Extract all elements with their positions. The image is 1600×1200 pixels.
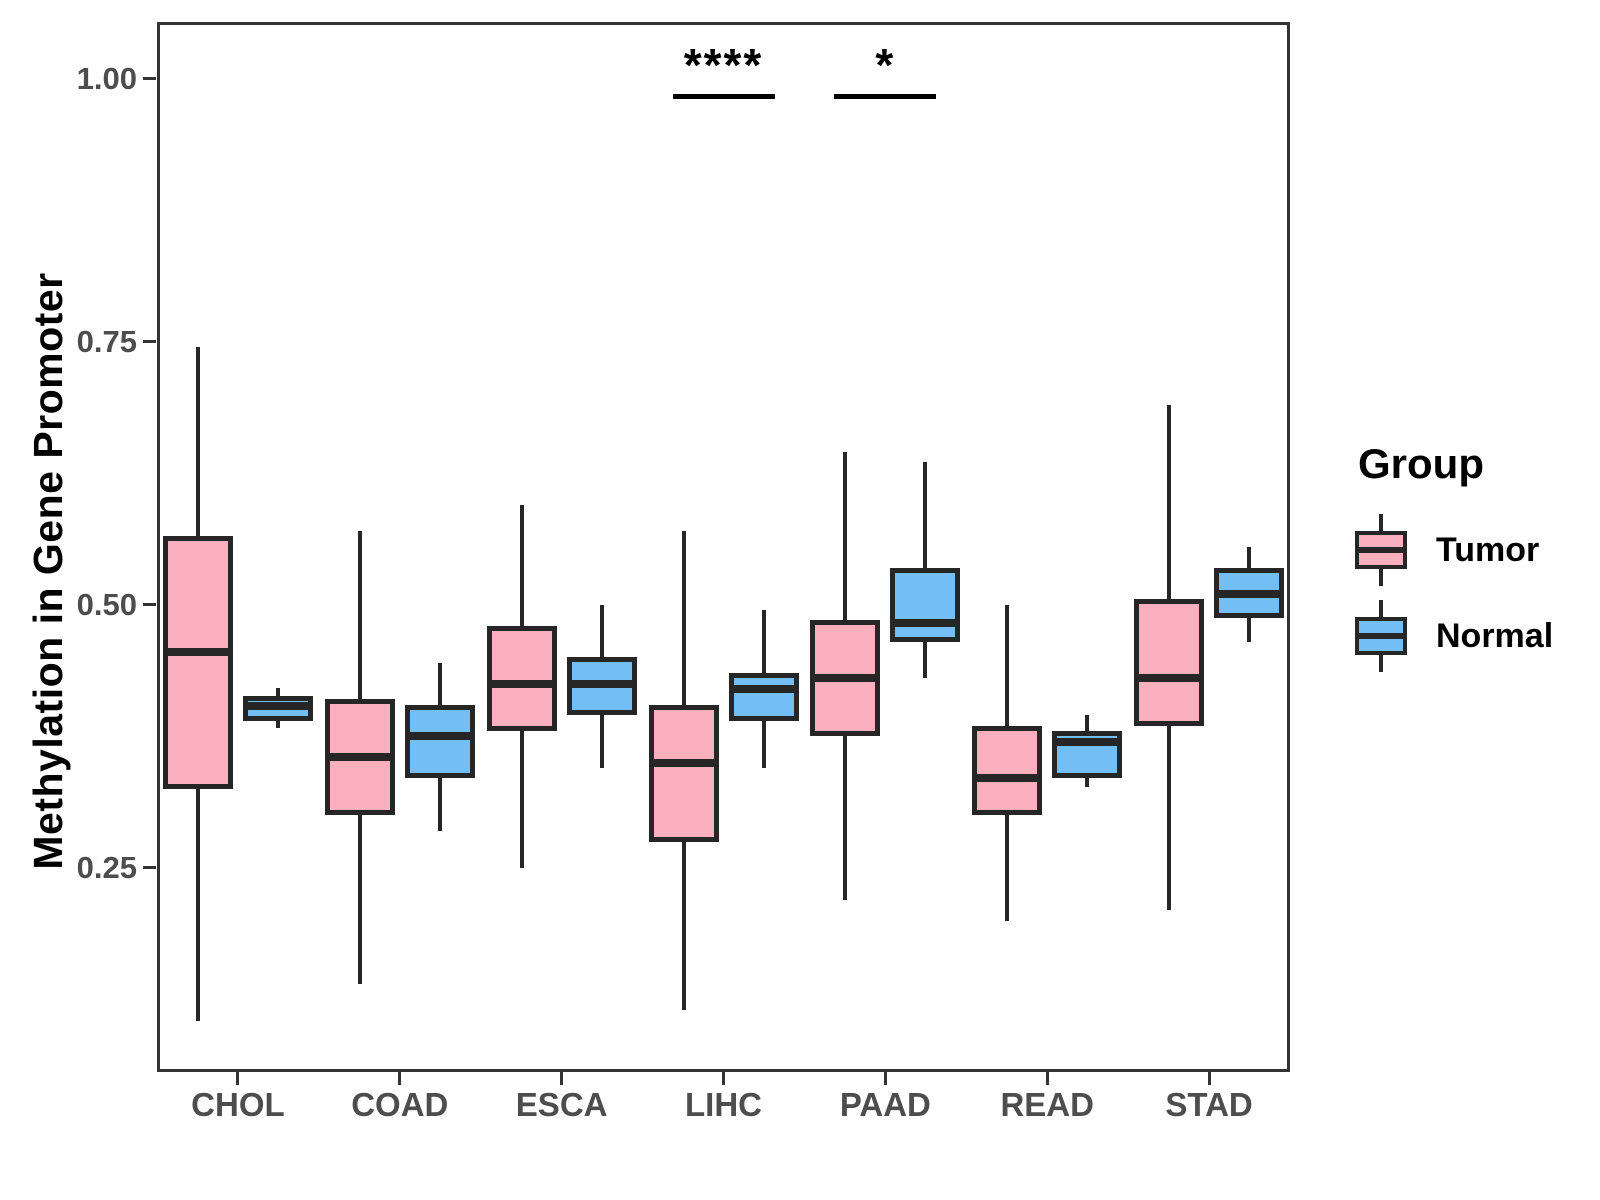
tumor-upper-whisker: [519, 504, 524, 626]
significance-bar-lihc: [672, 93, 775, 99]
x-tick-mark: [236, 1072, 240, 1085]
normal-upper-whisker: [599, 604, 604, 658]
x-category-label: PAAD: [839, 1086, 931, 1123]
tumor-box: [972, 725, 1043, 816]
x-tick-mark: [1045, 1072, 1049, 1085]
normal-median-line: [408, 732, 471, 741]
legend-label-tumor: Tumor: [1436, 530, 1540, 569]
significance-stars-lihc: ****: [683, 38, 764, 91]
tumor-upper-whisker: [1005, 604, 1010, 726]
legend-title: Group: [1358, 440, 1484, 487]
tumor-median-line: [814, 674, 877, 683]
normal-lower-whisker: [599, 715, 604, 768]
tumor-median-line: [490, 679, 553, 688]
tumor-upper-whisker: [195, 346, 200, 537]
tumor-upper-whisker: [843, 451, 848, 621]
tumor-median-line: [328, 753, 391, 762]
normal-lower-whisker: [761, 720, 766, 768]
x-tick-mark: [398, 1072, 402, 1085]
legend: Group Tumor Normal: [1330, 440, 1590, 686]
tumor-upper-whisker: [357, 530, 362, 700]
normal-box: [404, 704, 475, 779]
normal-box: [728, 673, 799, 721]
tumor-lower-whisker: [843, 736, 848, 900]
normal-median-line: [894, 618, 957, 627]
normal-lower-whisker: [1085, 778, 1090, 787]
normal-upper-whisker: [923, 462, 928, 568]
tumor-box: [162, 536, 233, 789]
normal-upper-whisker: [275, 687, 280, 697]
normal-median-line: [1056, 737, 1119, 746]
x-category-label: READ: [1000, 1086, 1094, 1123]
y-tick-mark: [143, 339, 156, 343]
x-tick-mark: [1207, 1072, 1211, 1085]
tumor-median-line: [166, 648, 229, 657]
normal-lower-whisker: [275, 720, 280, 728]
normal-upper-whisker: [1247, 546, 1252, 568]
normal-upper-whisker: [1085, 715, 1090, 732]
tumor-lower-whisker: [1167, 725, 1172, 911]
x-tick-mark: [722, 1072, 725, 1085]
tumor-lower-whisker: [519, 731, 524, 868]
normal-lower-whisker: [1247, 618, 1252, 642]
normal-box: [890, 567, 961, 642]
y-tick-label: 0.75: [76, 323, 137, 359]
legend-item-normal: Normal: [1352, 600, 1590, 672]
significance-bar-paad: [834, 93, 937, 99]
legend-key-median: [1355, 633, 1407, 639]
tumor-box: [486, 625, 557, 732]
tumor-lower-whisker: [357, 815, 362, 984]
normal-upper-whisker: [437, 662, 442, 705]
x-category-label: CHOL: [191, 1086, 285, 1123]
plot-panel: [157, 22, 1290, 1072]
normal-median-line: [1218, 590, 1281, 599]
tumor-median-line: [652, 758, 715, 767]
normal-boxplot-key-icon: [1352, 600, 1410, 672]
significance-stars-paad: *: [875, 38, 896, 91]
y-tick-label: 0.50: [76, 587, 137, 623]
x-category-label: COAD: [351, 1086, 449, 1123]
x-category-label: STAD: [1165, 1086, 1253, 1123]
tumor-upper-whisker: [681, 530, 686, 705]
y-tick-mark: [143, 866, 156, 870]
y-tick-mark: [143, 76, 156, 80]
tumor-lower-whisker: [1005, 815, 1010, 921]
tumor-upper-whisker: [1167, 404, 1172, 600]
x-tick-mark: [883, 1072, 887, 1085]
x-category-label: ESCA: [515, 1086, 608, 1123]
y-tick-label: 1.00: [76, 60, 137, 96]
legend-item-tumor: Tumor: [1352, 514, 1590, 586]
tumor-median-line: [976, 774, 1039, 783]
legend-key-median: [1355, 547, 1407, 553]
tumor-lower-whisker: [195, 788, 200, 1021]
x-tick-mark: [560, 1072, 564, 1085]
tumor-box: [648, 704, 719, 842]
y-tick-label: 0.25: [76, 850, 137, 886]
normal-median-line: [246, 701, 309, 710]
normal-upper-whisker: [761, 609, 766, 674]
y-tick-mark: [143, 603, 156, 607]
legend-label-normal: Normal: [1436, 616, 1554, 655]
tumor-boxplot-key-icon: [1352, 514, 1410, 586]
tumor-median-line: [1138, 674, 1201, 683]
normal-lower-whisker: [923, 641, 928, 679]
normal-median-line: [570, 679, 633, 688]
tumor-lower-whisker: [681, 841, 686, 1011]
normal-median-line: [732, 684, 795, 693]
normal-lower-whisker: [437, 778, 442, 832]
x-category-label: LIHC: [685, 1086, 762, 1123]
tumor-box: [1134, 599, 1205, 726]
